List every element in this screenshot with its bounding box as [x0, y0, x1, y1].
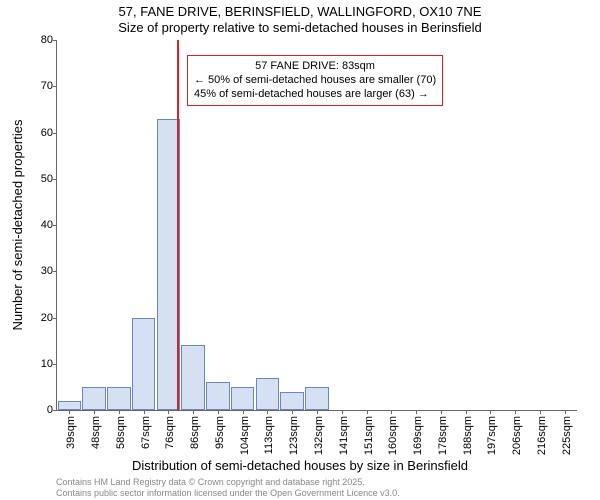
xtick-mark	[342, 410, 343, 414]
xtick-label: 123sqm	[288, 416, 300, 455]
ytick-mark	[53, 410, 57, 411]
chart-title-sub: Size of property relative to semi-detach…	[0, 20, 600, 35]
reference-line	[177, 40, 179, 410]
ytick-mark	[53, 318, 57, 319]
xtick-label: 141sqm	[338, 416, 350, 455]
xtick-mark	[317, 410, 318, 414]
histogram-bar	[231, 387, 255, 410]
annotation-box: 57 FANE DRIVE: 83sqm← 50% of semi-detach…	[187, 55, 443, 106]
chart-title-main: 57, FANE DRIVE, BERINSFIELD, WALLINGFORD…	[0, 4, 600, 19]
xtick-label: 39sqm	[65, 416, 77, 449]
xtick-label: 178sqm	[437, 416, 449, 455]
xtick-mark	[441, 410, 442, 414]
histogram-bar	[305, 387, 329, 410]
plot-area: 57 FANE DRIVE: 83sqm← 50% of semi-detach…	[56, 40, 577, 411]
xtick-label: 58sqm	[115, 416, 127, 449]
ytick-label: 30	[27, 265, 53, 277]
xtick-label: 151sqm	[363, 416, 375, 455]
xtick-label: 48sqm	[90, 416, 102, 449]
footer-line-1: Contains HM Land Registry data © Crown c…	[56, 477, 365, 487]
ytick-mark	[53, 86, 57, 87]
xtick-mark	[218, 410, 219, 414]
xtick-label: 113sqm	[263, 416, 275, 454]
ytick-label: 40	[27, 219, 53, 231]
ytick-label: 0	[27, 404, 53, 416]
xtick-mark	[416, 410, 417, 414]
xtick-mark	[565, 410, 566, 414]
annotation-line: ← 50% of semi-detached houses are smalle…	[194, 74, 436, 88]
ytick-mark	[53, 364, 57, 365]
xtick-mark	[490, 410, 491, 414]
histogram-bar	[181, 345, 205, 410]
histogram-bar	[132, 318, 156, 411]
xtick-mark	[267, 410, 268, 414]
histogram-bar	[206, 382, 230, 410]
ytick-label: 50	[27, 173, 53, 185]
xtick-mark	[367, 410, 368, 414]
xtick-label: 104sqm	[239, 416, 251, 455]
annotation-line: 45% of semi-detached houses are larger (…	[194, 88, 436, 102]
ytick-mark	[53, 225, 57, 226]
ytick-label: 80	[27, 34, 53, 46]
histogram-bar	[107, 387, 131, 410]
xtick-mark	[69, 410, 70, 414]
xtick-label: 132sqm	[313, 416, 325, 455]
ytick-label: 70	[27, 80, 53, 92]
xtick-mark	[119, 410, 120, 414]
histogram-bar	[58, 401, 82, 410]
xtick-mark	[540, 410, 541, 414]
xtick-label: 206sqm	[511, 416, 523, 455]
xtick-mark	[243, 410, 244, 414]
footer-line-2: Contains public sector information licen…	[56, 488, 400, 498]
xtick-mark	[94, 410, 95, 414]
xtick-label: 197sqm	[486, 416, 498, 455]
ytick-label: 20	[27, 312, 53, 324]
ytick-mark	[53, 133, 57, 134]
xtick-label: 216sqm	[536, 416, 548, 455]
histogram-bar	[256, 378, 280, 410]
chart-container: 57, FANE DRIVE, BERINSFIELD, WALLINGFORD…	[0, 0, 600, 500]
y-axis-label: Number of semi-detached properties	[10, 120, 25, 331]
xtick-label: 95sqm	[214, 416, 226, 449]
xtick-mark	[515, 410, 516, 414]
x-axis-label: Distribution of semi-detached houses by …	[0, 458, 600, 473]
xtick-mark	[466, 410, 467, 414]
xtick-label: 76sqm	[164, 416, 176, 449]
ytick-label: 60	[27, 127, 53, 139]
xtick-label: 67sqm	[140, 416, 152, 449]
xtick-mark	[193, 410, 194, 414]
histogram-bar	[82, 387, 106, 410]
xtick-mark	[168, 410, 169, 414]
xtick-label: 86sqm	[189, 416, 201, 449]
histogram-bar	[280, 392, 304, 411]
xtick-label: 160sqm	[387, 416, 399, 455]
xtick-label: 169sqm	[412, 416, 424, 455]
ytick-mark	[53, 271, 57, 272]
xtick-mark	[144, 410, 145, 414]
xtick-mark	[391, 410, 392, 414]
annotation-line: 57 FANE DRIVE: 83sqm	[194, 60, 436, 74]
xtick-mark	[292, 410, 293, 414]
ytick-mark	[53, 179, 57, 180]
ytick-label: 10	[27, 358, 53, 370]
xtick-label: 188sqm	[462, 416, 474, 455]
xtick-label: 225sqm	[561, 416, 573, 455]
ytick-mark	[53, 40, 57, 41]
